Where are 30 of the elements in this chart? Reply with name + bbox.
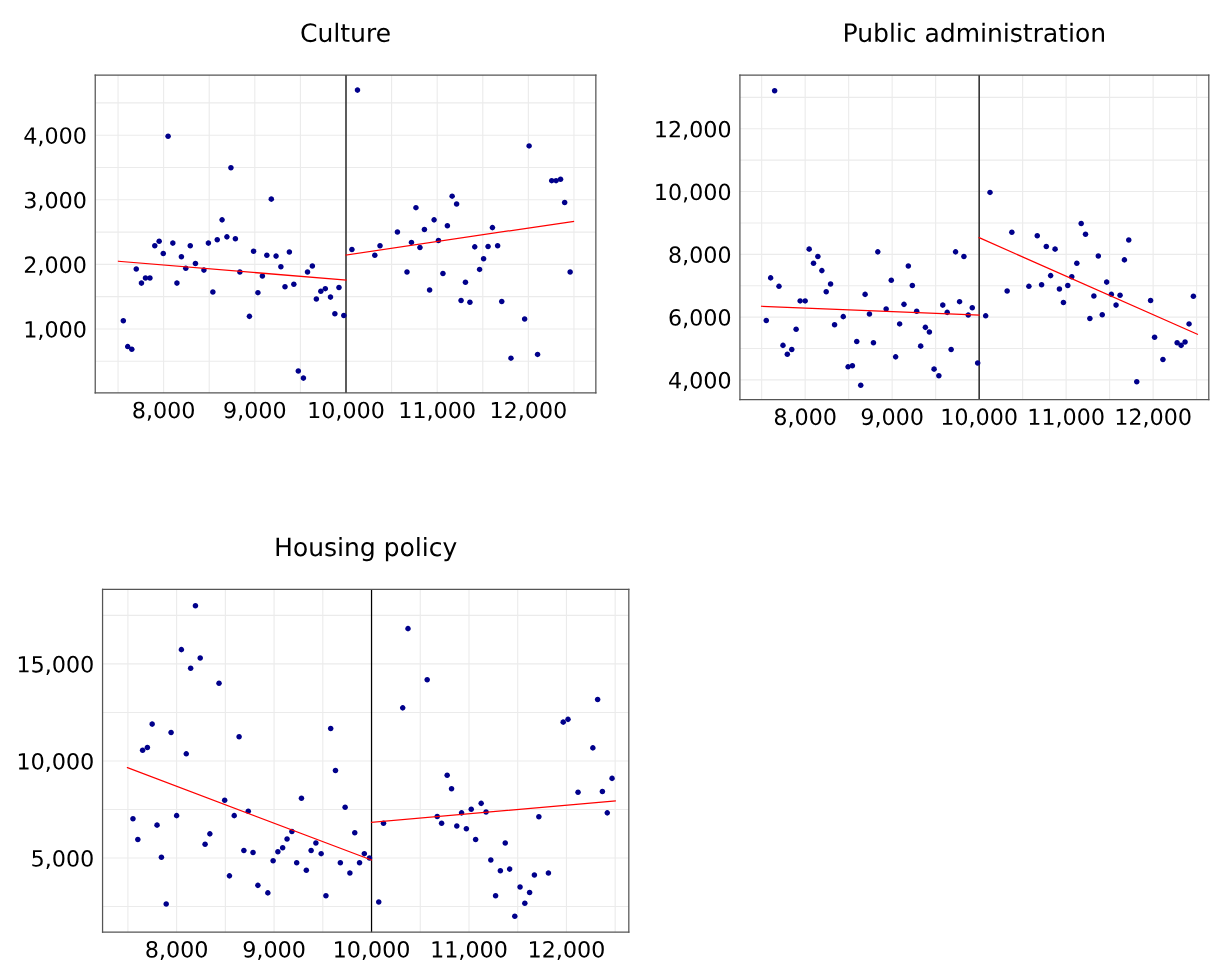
x-tick-label: 10,000 [335,940,409,960]
y-tick-label: 6,000 [669,309,731,329]
y-tick-label: 4,000 [669,371,731,391]
x-tick-label: 8,000 [133,401,194,421]
y-tick-label: 1,000 [25,320,86,340]
y-tick-label: 5,000 [32,849,93,870]
x-tick-label: 9,000 [224,401,286,421]
y-tick-label: 15,000 [18,655,93,675]
chart-title: Culture [301,22,390,43]
x-tick-label: 10,000 [309,401,384,421]
x-tick-label: 10,000 [942,408,1017,428]
chart-title: Housing policy [276,537,457,562]
y-tick-label: 10,000 [656,183,731,203]
y-tick-label: 4,000 [24,127,86,147]
x-tick-label: 11,000 [432,940,507,960]
x-tick-label: 12,000 [491,401,566,421]
y-tick-label: 12,000 [656,120,731,140]
x-tick-label: 11,000 [1029,408,1104,428]
y-tick-label: 8,000 [669,246,731,266]
chart-title: Public administration [845,22,1104,43]
x-tick-label: 12,000 [1116,408,1191,428]
x-tick-label: 9,000 [243,940,305,960]
x-tick-label: 12,000 [530,940,604,960]
y-tick-label: 2,000 [24,256,86,276]
x-tick-label: 8,000 [146,940,207,960]
x-tick-label: 11,000 [400,401,475,421]
y-tick-label: 10,000 [18,752,93,772]
x-tick-label: 9,000 [861,408,923,428]
x-tick-label: 8,000 [774,408,836,428]
y-tick-label: 3,000 [24,191,86,211]
